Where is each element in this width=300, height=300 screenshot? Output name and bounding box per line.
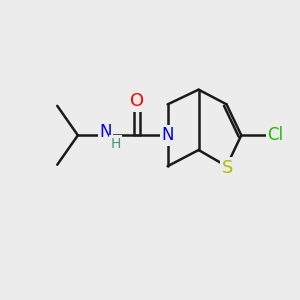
Text: N: N (161, 126, 174, 144)
Text: O: O (130, 92, 144, 110)
Text: H: H (110, 136, 121, 151)
Text: N: N (100, 123, 112, 141)
Text: S: S (221, 159, 233, 177)
Text: Cl: Cl (267, 126, 283, 144)
